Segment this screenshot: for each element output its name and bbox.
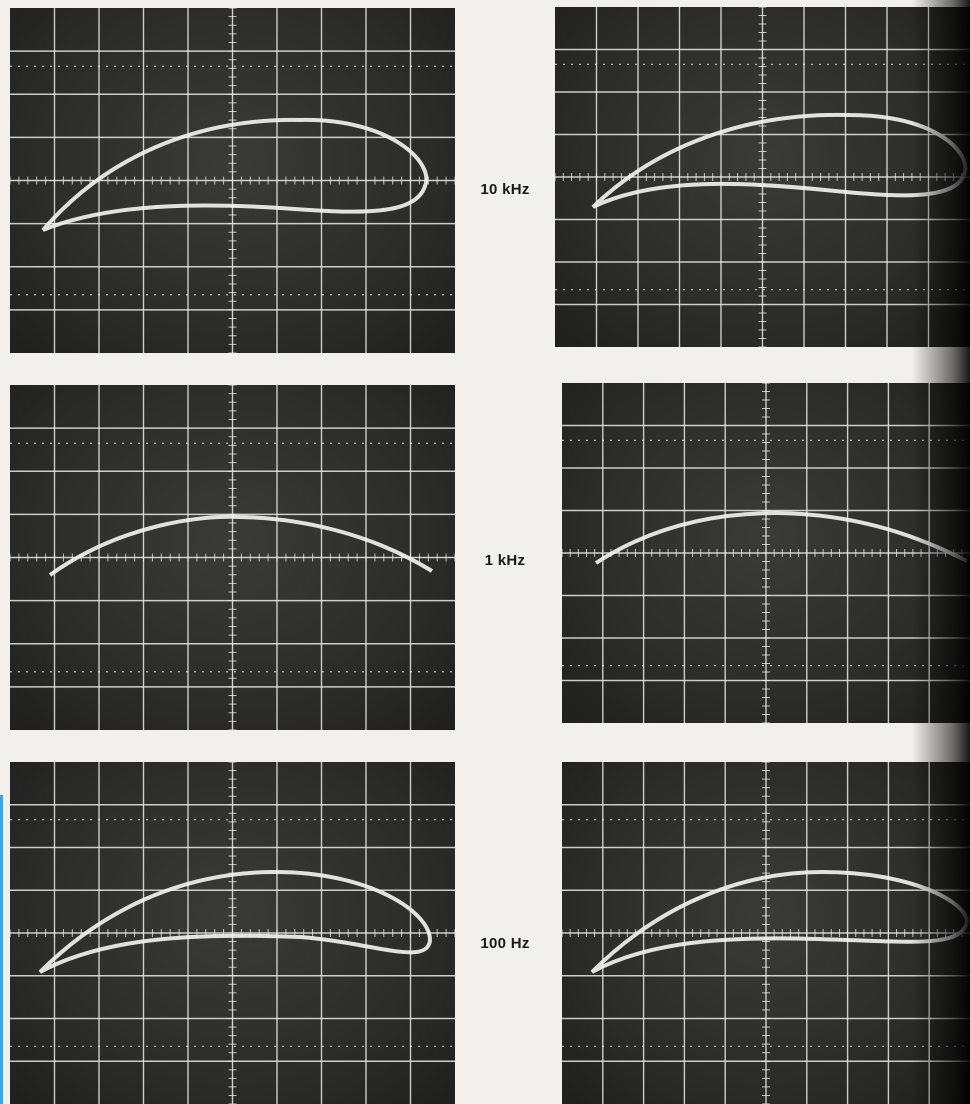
graticule	[10, 385, 455, 730]
frequency-label-100hz: 100 Hz	[480, 935, 530, 952]
page-edge-marker	[0, 0, 3, 1104]
trace-loop	[591, 112, 968, 209]
trace-loop	[38, 869, 433, 974]
oscillogram-10khz-left	[10, 8, 455, 353]
oscillogram-100hz-left	[10, 762, 455, 1104]
trace-arc	[48, 514, 434, 577]
trace-arc	[594, 510, 968, 565]
oscillogram-10khz-right	[555, 7, 970, 347]
graticule	[10, 8, 455, 353]
oscillogram-1khz-right	[562, 383, 970, 723]
trace-loop	[590, 869, 970, 974]
oscillogram-100hz-right	[562, 762, 970, 1104]
frequency-label-10khz: 10 kHz	[480, 181, 530, 198]
graticule	[555, 7, 970, 347]
graticule	[562, 383, 970, 723]
graticule	[10, 762, 455, 1104]
graticule	[562, 762, 970, 1104]
frequency-label-1khz: 1 kHz	[484, 552, 526, 569]
trace-loop	[41, 117, 429, 232]
oscillogram-1khz-left	[10, 385, 455, 730]
